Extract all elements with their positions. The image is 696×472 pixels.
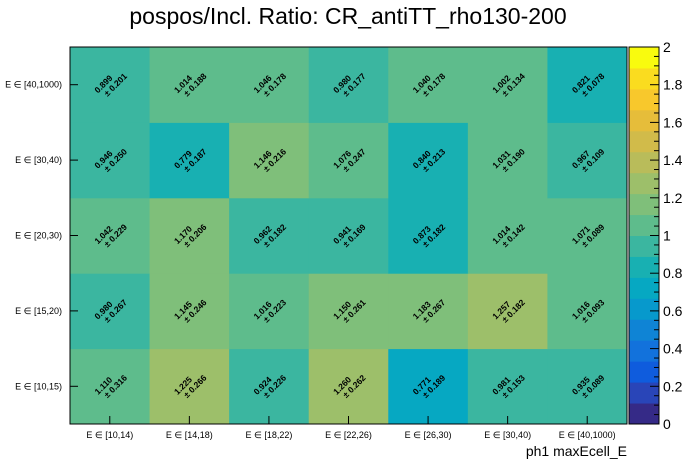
y-tick-label: E ∈ [30,40) [15, 155, 62, 165]
color-scale-bin [629, 256, 659, 278]
heatmap-cell [149, 197, 230, 274]
y-tick-label: E ∈ [20,30) [15, 231, 62, 241]
heatmap-cell [308, 273, 389, 350]
heatmap-cell [467, 348, 548, 425]
heatmap-cell [547, 47, 628, 123]
heatmap-cell [70, 348, 151, 425]
heatmap-cell [388, 122, 469, 199]
color-scale-label: 1.4 [663, 152, 683, 168]
color-scale-label: 0.4 [663, 341, 683, 357]
heatmap-cell [149, 122, 230, 199]
heatmap-cells [70, 47, 628, 425]
x-axis: E ∈ [10,14) E ∈ [14,18) E ∈ [18,22) E ∈ [22… [86, 416, 616, 440]
color-scale-label: 1 [663, 228, 671, 244]
x-tick-label: E ∈ [10,14) [86, 430, 133, 440]
heatmap-cell [388, 47, 469, 123]
heatmap-cell [547, 348, 628, 425]
heatmap-cell [149, 273, 230, 350]
x-tick-label: E ∈ [26,30) [405, 430, 452, 440]
y-tick-label: E ∈ [15,20) [15, 306, 62, 316]
heatmap-cell [388, 197, 469, 274]
color-scale-label: 1.6 [663, 114, 683, 130]
color-scale-bin [629, 130, 659, 153]
color-scale-label: 0.6 [663, 303, 683, 319]
color-scale-bin [629, 403, 659, 425]
heatmap-cell [229, 197, 310, 274]
heatmap-cell [467, 47, 548, 123]
heatmap-cell [149, 348, 230, 425]
color-scale-bin [629, 298, 659, 320]
heatmap-cell [229, 47, 310, 123]
color-scale-label: 0.2 [663, 378, 683, 394]
color-scale-bin [629, 47, 659, 69]
color-scale-bin [629, 382, 659, 404]
color-scale-bin [629, 109, 659, 132]
y-tick-label: E ∈ [40,1000) [5, 80, 62, 90]
heatmap-cell [70, 122, 151, 199]
heatmap-cell [229, 122, 310, 199]
color-scale-label: 0 [663, 416, 671, 432]
heatmap-cell [70, 197, 151, 274]
heatmap-cell [388, 273, 469, 350]
heatmap-cell [467, 122, 548, 199]
chart-title: pospos/Incl. Ratio: CR_antiTT_rho130-200 [129, 3, 567, 29]
color-scale-bin [629, 193, 659, 216]
color-scale-bin [629, 235, 659, 257]
color-scale-label: 1.2 [663, 190, 683, 206]
heatmap-cell [467, 273, 548, 350]
color-scale-bin [629, 340, 659, 362]
heatmap-cell [467, 197, 548, 274]
color-scale: 0 0.2 0.4 0.6 0.8 1 1.2 1.4 1.6 1.8 2 [628, 39, 683, 432]
heatmap-cell [388, 348, 469, 425]
color-scale-bin [629, 277, 659, 299]
x-axis-title: ph1 maxEcell_E [526, 443, 627, 459]
heatmap-cell [70, 273, 151, 350]
color-scale-bin [629, 361, 659, 383]
heatmap-cell [308, 197, 389, 274]
color-scale-label: 2 [663, 39, 671, 55]
x-tick-label: E ∈ [40,1000) [559, 430, 616, 440]
color-scale-label: 1.8 [663, 77, 683, 93]
heatmap-cell [308, 348, 389, 425]
x-tick-label: E ∈ [30,40) [484, 430, 531, 440]
heatmap-cell [547, 197, 628, 274]
heatmap-cell [149, 47, 230, 123]
heatmap-cell [70, 47, 151, 123]
color-scale-label: 0.8 [663, 265, 683, 281]
color-scale-bin [629, 151, 659, 174]
x-tick-label: E ∈ [22,26) [325, 430, 372, 440]
heatmap-cell [229, 348, 310, 425]
x-tick-label: E ∈ [18,22) [245, 430, 292, 440]
color-scale-bin [629, 172, 659, 195]
color-scale-bin [629, 67, 659, 90]
y-axis: E ∈ [10,15) E ∈ [15,20) E ∈ [20,30) E ∈ [30… [5, 80, 78, 391]
color-scale-bin [629, 319, 659, 341]
x-tick-label: E ∈ [14,18) [166, 430, 213, 440]
y-tick-label: E ∈ [10,15) [15, 381, 62, 391]
color-scale-bin [629, 214, 659, 236]
heatmap-cell [229, 273, 310, 350]
heatmap-cell [308, 122, 389, 199]
heatmap-cell [308, 47, 389, 123]
heatmap-cell [547, 122, 628, 199]
color-scale-bin [629, 88, 659, 111]
heatmap-cell [547, 273, 628, 350]
